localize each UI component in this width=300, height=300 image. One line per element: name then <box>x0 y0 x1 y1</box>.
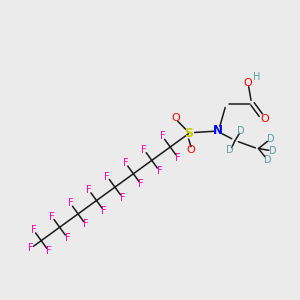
Text: D: D <box>269 146 277 156</box>
Text: D: D <box>267 134 275 144</box>
Text: F: F <box>86 185 92 195</box>
Text: F: F <box>101 206 107 216</box>
Text: F: F <box>46 246 52 256</box>
Text: F: F <box>141 145 147 155</box>
Text: F: F <box>49 212 55 222</box>
Text: F: F <box>83 220 88 230</box>
Text: F: F <box>104 172 110 182</box>
Text: F: F <box>68 198 73 208</box>
Text: O: O <box>172 113 181 123</box>
Text: F: F <box>175 153 181 163</box>
Text: H: H <box>253 72 261 82</box>
Text: F: F <box>157 166 162 176</box>
Text: O: O <box>244 78 253 88</box>
Text: F: F <box>31 225 36 235</box>
Text: S: S <box>184 127 193 140</box>
Text: D: D <box>264 155 271 165</box>
Text: O: O <box>187 145 195 155</box>
Text: D: D <box>237 126 245 136</box>
Text: O: O <box>260 114 269 124</box>
Text: F: F <box>120 193 125 203</box>
Text: F: F <box>28 243 33 253</box>
Text: F: F <box>138 179 144 189</box>
Text: F: F <box>160 131 165 141</box>
Text: F: F <box>64 233 70 243</box>
Text: D: D <box>226 145 234 155</box>
Text: F: F <box>123 158 128 168</box>
Text: N: N <box>213 124 224 137</box>
